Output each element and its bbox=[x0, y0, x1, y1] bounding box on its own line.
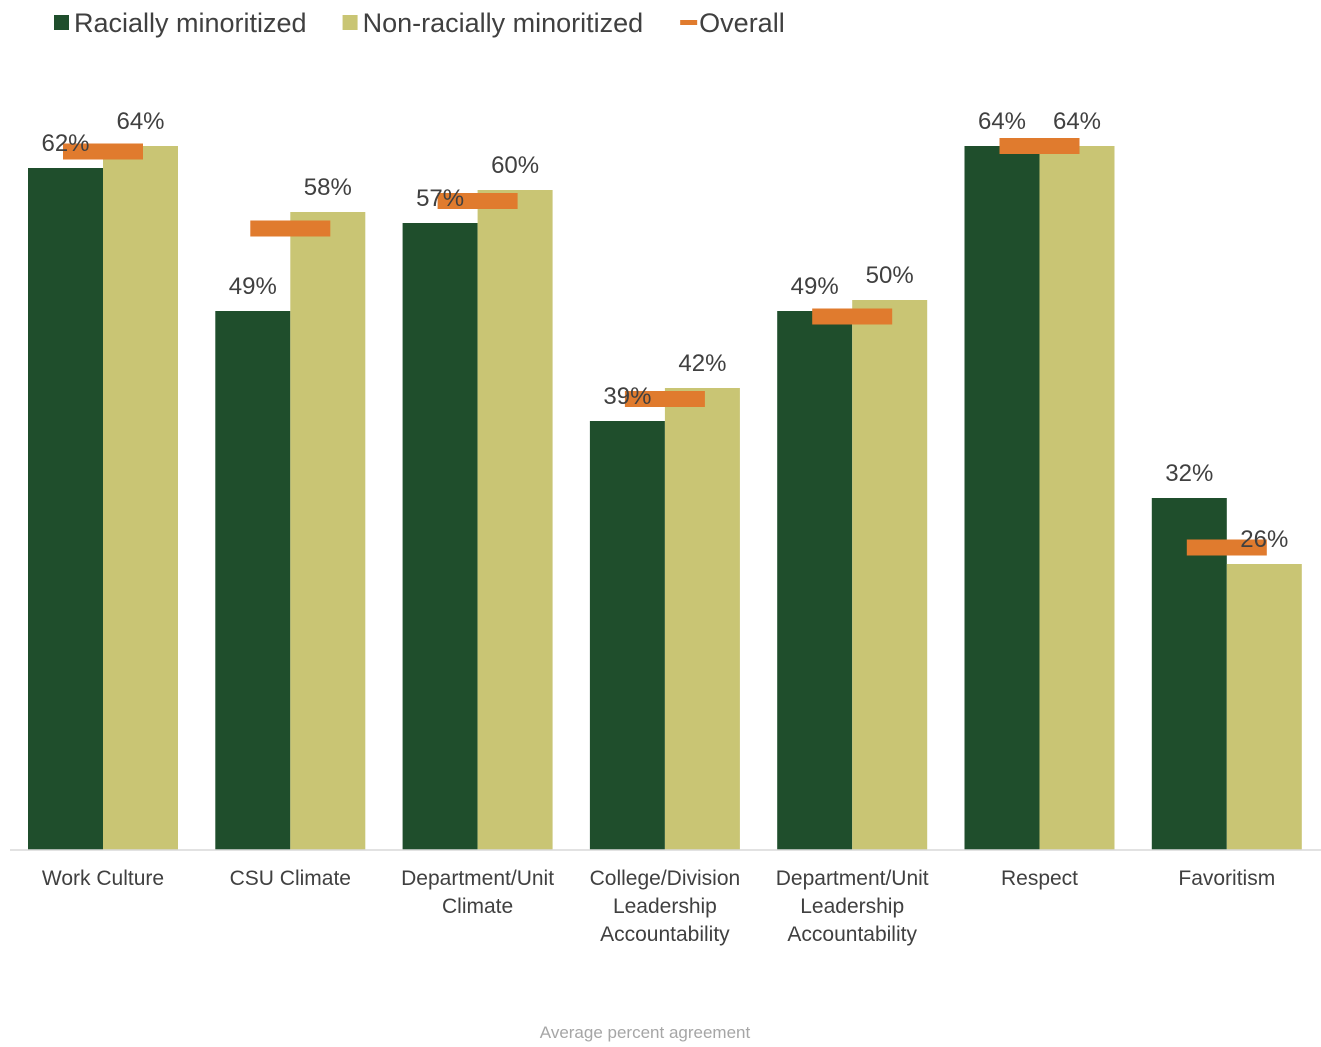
legend-label: Racially minoritized bbox=[74, 8, 307, 38]
bar-non-racially-minoritized bbox=[1226, 564, 1302, 850]
x-tick-label: Climate bbox=[442, 895, 513, 918]
x-tick-label: CSU Climate bbox=[230, 867, 351, 890]
data-label: 57% bbox=[416, 185, 464, 212]
data-label: 64% bbox=[978, 108, 1026, 135]
legend: Racially minoritized Non-racially minorit… bbox=[54, 8, 785, 38]
data-label: 60% bbox=[491, 152, 539, 179]
data-label: 39% bbox=[603, 383, 651, 410]
overall-marker bbox=[624, 391, 705, 407]
bar-non-racially-minoritized bbox=[290, 212, 366, 850]
overall-marker bbox=[437, 193, 518, 209]
data-label: 64% bbox=[116, 108, 164, 135]
data-label: 32% bbox=[1165, 460, 1213, 487]
overall-marker bbox=[999, 138, 1080, 154]
x-tick-label: Department/Unit bbox=[401, 867, 554, 890]
bar-non-racially-minoritized bbox=[477, 190, 553, 850]
x-tick-label: College/Division bbox=[590, 867, 741, 890]
data-label: 64% bbox=[1053, 108, 1101, 135]
bar-racially-minoritized bbox=[28, 168, 103, 850]
data-label: 42% bbox=[678, 350, 726, 377]
bar-racially-minoritized bbox=[1151, 498, 1227, 850]
x-tick-label: Leadership bbox=[800, 895, 904, 918]
bar-racially-minoritized bbox=[215, 311, 291, 850]
bars-group bbox=[28, 146, 1302, 850]
bar-non-racially-minoritized bbox=[1039, 146, 1115, 850]
category-labels-group: Work Culture CSU Climate Department/Unit Cl… bbox=[42, 867, 1275, 946]
x-tick-label: Favoritism bbox=[1178, 867, 1275, 890]
data-label: 62% bbox=[41, 130, 89, 157]
x-axis-title: Average percent agreement bbox=[540, 1023, 751, 1042]
bar-racially-minoritized bbox=[402, 223, 478, 850]
x-tick-label: Department/Unit bbox=[776, 867, 929, 890]
overall-marker bbox=[63, 143, 143, 160]
data-label: 49% bbox=[791, 273, 839, 300]
x-tick-label: Accountability bbox=[787, 923, 917, 946]
value-labels-group: 62% 64% 49% 58% 57% 60% 39% 42% 49% 50% 64% 64% 32% 2… bbox=[41, 108, 1288, 553]
data-label: 58% bbox=[304, 174, 352, 201]
x-tick-label: Respect bbox=[1001, 867, 1078, 890]
bar-non-racially-minoritized bbox=[852, 300, 928, 850]
data-label: 26% bbox=[1240, 526, 1288, 553]
legend-swatch bbox=[680, 20, 698, 25]
legend-swatch bbox=[342, 15, 358, 30]
bar-racially-minoritized bbox=[589, 421, 665, 850]
legend-label: Non-racially minoritized bbox=[363, 8, 644, 38]
data-label: 50% bbox=[866, 262, 914, 289]
overall-marker bbox=[1186, 539, 1267, 556]
x-tick-label: Leadership bbox=[613, 895, 717, 918]
overall-markers-group bbox=[63, 138, 1267, 556]
x-tick-label: Work Culture bbox=[42, 867, 164, 890]
overall-marker bbox=[250, 220, 331, 237]
overall-marker bbox=[812, 308, 893, 325]
legend-swatch bbox=[54, 15, 69, 30]
bar-non-racially-minoritized bbox=[664, 388, 740, 850]
bar-racially-minoritized bbox=[777, 311, 853, 850]
x-tick-label: Accountability bbox=[600, 923, 730, 946]
bar-non-racially-minoritized bbox=[103, 146, 178, 850]
data-label: 49% bbox=[229, 273, 277, 300]
legend-label: Overall bbox=[699, 8, 785, 38]
bar-racially-minoritized bbox=[964, 146, 1040, 850]
